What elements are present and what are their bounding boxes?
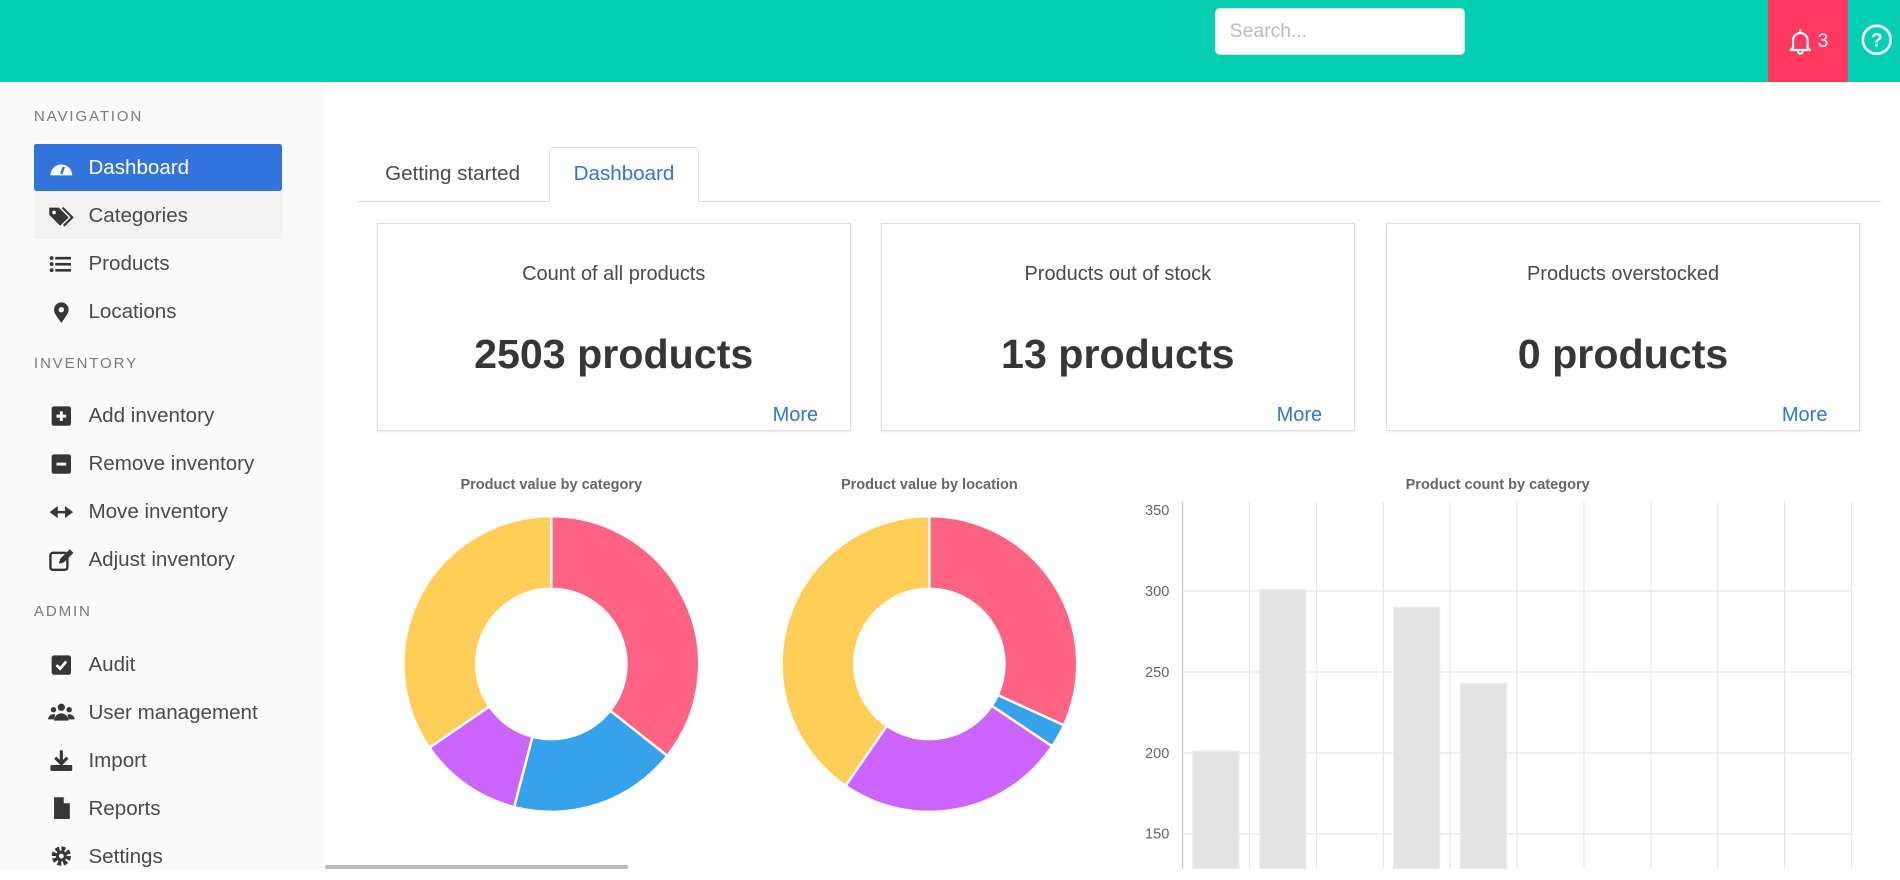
- arrows-h-icon: [48, 500, 75, 524]
- sidebar-item-label: Add inventory: [88, 404, 215, 428]
- chart-title: Product value by category: [460, 477, 643, 494]
- card-overstocked: Products overstocked 0 products More: [1386, 222, 1860, 432]
- sidebar-item-audit[interactable]: Audit: [34, 641, 282, 688]
- bar: [1192, 750, 1240, 869]
- sidebar-item-remove-inventory[interactable]: Remove inventory: [34, 441, 282, 488]
- donut-slice: [843, 704, 1054, 814]
- sidebar-item-reports[interactable]: Reports: [34, 785, 282, 832]
- help-icon[interactable]: ?: [1861, 24, 1893, 56]
- sidebar-item-adjust-inventory[interactable]: Adjust inventory: [34, 537, 282, 584]
- chart-title: Product value by location: [840, 477, 1018, 494]
- y-tick-label: 150: [1145, 827, 1169, 843]
- bar: [1459, 682, 1508, 869]
- donut-slice: [780, 514, 931, 788]
- sidebar-item-label: Move inventory: [88, 500, 228, 524]
- donut-slice: [550, 514, 701, 758]
- file-icon: [48, 796, 75, 820]
- more-link[interactable]: More: [772, 403, 819, 426]
- tags-icon: [48, 204, 75, 228]
- more-link[interactable]: More: [1781, 403, 1828, 426]
- sidebar-item-import[interactable]: Import: [34, 737, 282, 784]
- card-count-all-products: Count of all products 2503 products More: [376, 222, 851, 432]
- users-icon: [48, 700, 76, 724]
- donut-slice: [928, 514, 1079, 727]
- sidebar-item-label: Reports: [88, 796, 161, 820]
- bar: [1259, 588, 1307, 869]
- sidebar-item-label: Products: [88, 251, 170, 275]
- edit-icon: [48, 548, 75, 572]
- sidebar-item-move-inventory[interactable]: Move inventory: [34, 489, 282, 536]
- sidebar-item-label: Audit: [88, 652, 136, 676]
- chart-title: Product count by category: [1405, 477, 1590, 494]
- download-icon: [48, 748, 75, 772]
- search-input[interactable]: [1215, 8, 1465, 55]
- sidebar-item-label: Categories: [88, 203, 188, 227]
- cog-icon: [48, 844, 75, 868]
- sidebar-item-label: Remove inventory: [88, 452, 255, 476]
- top-navbar: [0, 0, 1900, 83]
- y-tick-label: 350: [1145, 503, 1169, 519]
- tab-divider: [357, 201, 1881, 203]
- bell-icon: [1789, 29, 1812, 55]
- horizontal-scrollbar[interactable]: [324, 865, 628, 869]
- sidebar-item-user-management[interactable]: User management: [34, 689, 282, 736]
- svg-text:?: ?: [1871, 30, 1883, 52]
- donut-slice: [402, 514, 553, 750]
- tachometer-icon: [48, 156, 75, 180]
- minus-square-icon: [48, 452, 75, 476]
- sidebar-item-settings[interactable]: Settings: [34, 833, 282, 880]
- sidebar-item-categories[interactable]: Categories: [33, 192, 283, 240]
- card-value: 2503 products: [474, 330, 754, 377]
- tab-dashboard[interactable]: Dashboard: [548, 146, 700, 203]
- card-title: Count of all products: [522, 262, 706, 285]
- card-title: Products overstocked: [1526, 262, 1720, 285]
- sidebar-item-label: Dashboard: [88, 155, 190, 179]
- card-value: 0 products: [1517, 330, 1729, 377]
- sidebar-item-label: Adjust inventory: [88, 548, 235, 572]
- y-tick-label: 250: [1145, 665, 1169, 681]
- plus-square-icon: [48, 404, 75, 428]
- notification-count: 3: [1817, 29, 1829, 52]
- card-title: Products out of stock: [1024, 262, 1212, 285]
- card-value: 13 products: [1001, 330, 1235, 377]
- list-icon: [48, 252, 75, 276]
- card-out-of-stock: Products out of stock 13 products More: [880, 222, 1355, 432]
- sidebar-section-label: ADMIN: [33, 603, 92, 621]
- sidebar-item-add-inventory[interactable]: Add inventory: [34, 393, 282, 440]
- sidebar-item-label: User management: [88, 700, 258, 724]
- y-tick-label: 300: [1145, 584, 1169, 600]
- sidebar-section-label: INVENTORY: [33, 355, 138, 373]
- sidebar-item-products[interactable]: Products: [34, 240, 282, 287]
- y-tick-label: 200: [1145, 746, 1169, 762]
- sidebar-item-locations[interactable]: Locations: [34, 288, 282, 335]
- map-marker-icon: [48, 300, 75, 324]
- notifications-button[interactable]: 3: [1767, 0, 1848, 83]
- bar: [1392, 606, 1441, 869]
- check-square-icon: [48, 653, 75, 677]
- sidebar-item-label: Settings: [88, 844, 163, 868]
- sidebar-item-label: Import: [88, 748, 147, 772]
- more-link[interactable]: More: [1276, 403, 1323, 426]
- tab-getting-started[interactable]: Getting started: [385, 161, 521, 185]
- sidebar-item-label: Locations: [88, 299, 177, 323]
- sidebar-section-label: NAVIGATION: [33, 107, 144, 125]
- sidebar-item-dashboard[interactable]: Dashboard: [33, 144, 283, 192]
